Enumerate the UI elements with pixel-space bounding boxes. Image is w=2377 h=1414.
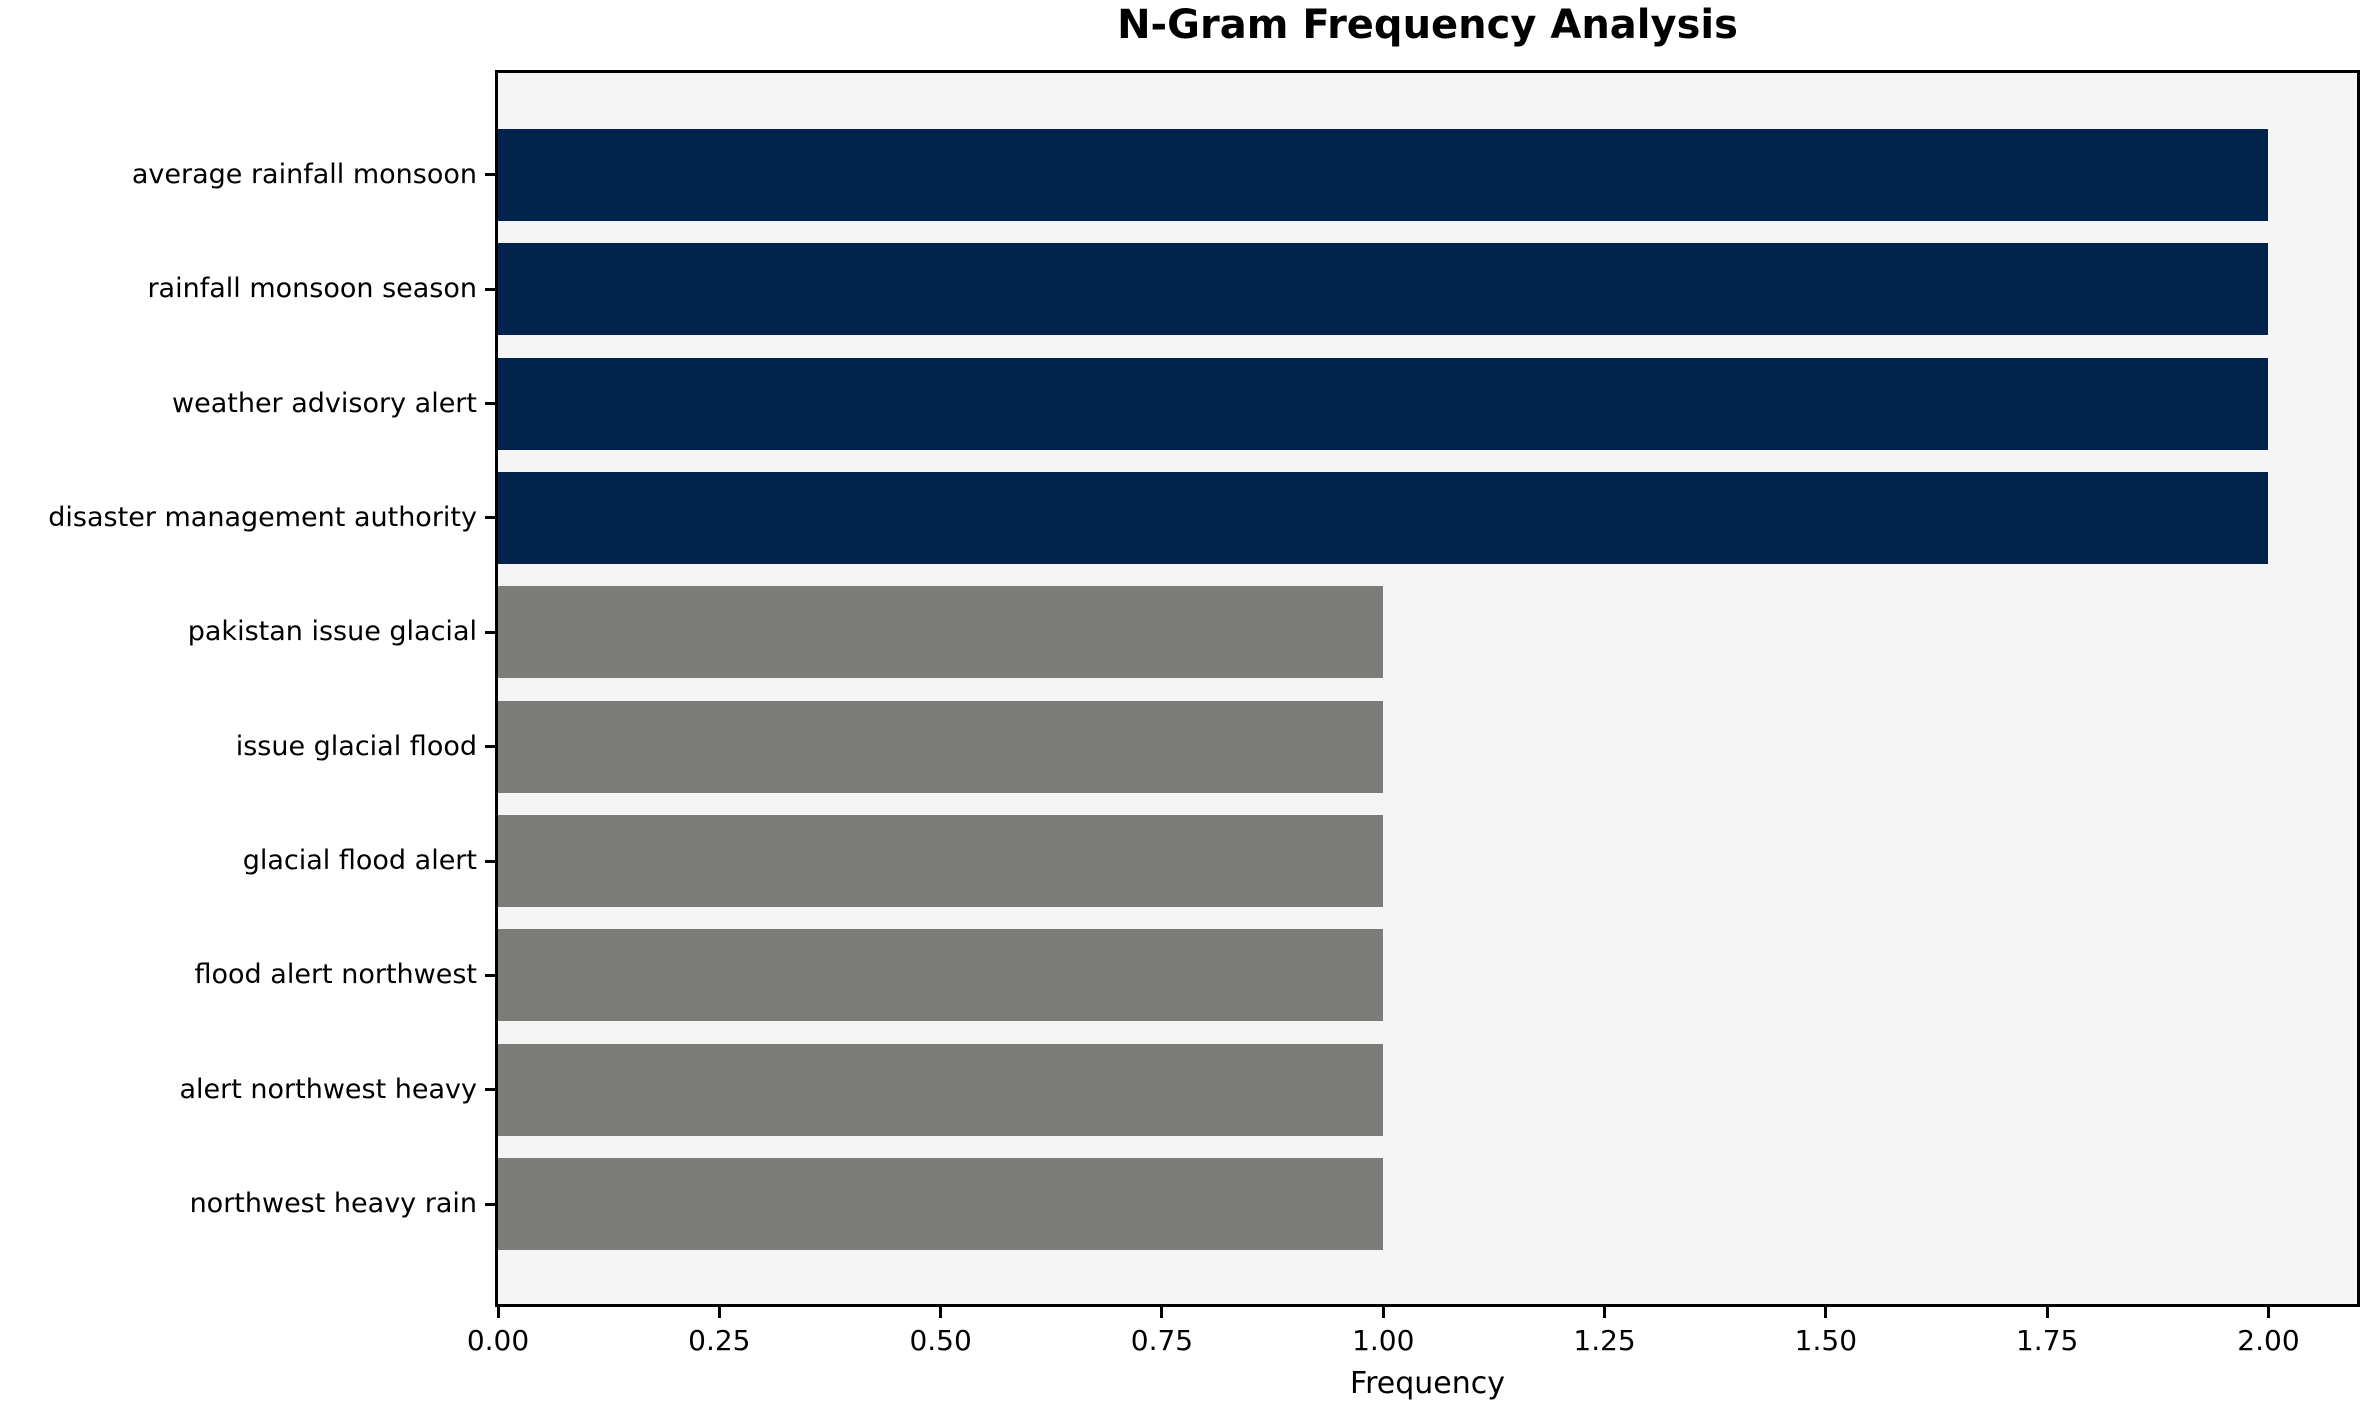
y-tick-label: issue glacial flood — [235, 730, 477, 762]
plot-area — [495, 70, 2360, 1307]
bar — [498, 700, 1384, 793]
y-tick-label: weather advisory alert — [172, 387, 477, 419]
x-tick-label: 0.50 — [909, 1324, 972, 1357]
bar — [498, 243, 2269, 336]
y-tick-label: disaster management authority — [48, 501, 477, 533]
y-axis-labels: average rainfall monsoon rainfall monsoon… — [0, 73, 477, 1304]
x-tick-label: 1.50 — [1794, 1324, 1858, 1357]
x-tick-label: 2.00 — [2237, 1324, 2300, 1357]
x-tick-mark — [1160, 1307, 1164, 1318]
x-tick-label: 0.00 — [466, 1324, 530, 1357]
x-tick-label: 0.75 — [1130, 1324, 1194, 1357]
y-tick-label: average rainfall monsoon — [131, 158, 477, 190]
bar — [498, 471, 2269, 564]
x-tick-label: 0.25 — [688, 1324, 751, 1357]
bar — [498, 929, 1384, 1022]
bar — [498, 815, 1384, 908]
y-tick-mark — [485, 630, 496, 634]
bar — [498, 1158, 1384, 1251]
x-tick-mark — [1381, 1307, 1385, 1318]
x-tick-label: 1.75 — [2015, 1324, 2079, 1357]
x-axis-label: Frequency — [1350, 1366, 1505, 1401]
y-tick-label: alert northwest heavy — [179, 1073, 477, 1105]
y-tick-mark — [485, 402, 496, 406]
y-tick-mark — [485, 516, 496, 520]
y-tick-label: glacial flood alert — [242, 845, 477, 877]
bar — [498, 128, 2269, 221]
x-tick-mark — [1824, 1307, 1828, 1318]
y-tick-mark — [485, 1202, 496, 1206]
bar — [498, 1043, 1384, 1136]
chart-title: N-Gram Frequency Analysis — [1117, 2, 1738, 48]
y-tick-label: northwest heavy rain — [189, 1188, 477, 1220]
x-tick-mark — [1603, 1307, 1607, 1318]
y-tick-label: pakistan issue glacial — [187, 616, 477, 648]
x-tick-mark — [2266, 1307, 2270, 1318]
x-tick-label: 1.25 — [1573, 1324, 1636, 1357]
y-tick-mark — [485, 859, 496, 863]
y-tick-mark — [485, 1088, 496, 1092]
y-tick-label: rainfall monsoon season — [147, 273, 477, 305]
x-tick-mark — [717, 1307, 721, 1318]
y-tick-mark — [485, 287, 496, 291]
x-tick-mark — [2045, 1307, 2049, 1318]
x-tick-label: 1.00 — [1352, 1324, 1415, 1357]
x-tick-mark — [939, 1307, 943, 1318]
y-tick-mark — [485, 973, 496, 977]
y-tick-mark — [485, 745, 496, 749]
y-tick-label: flood alert northwest — [194, 959, 477, 991]
y-tick-mark — [485, 173, 496, 177]
x-tick-mark — [496, 1307, 500, 1318]
bar — [498, 357, 2269, 450]
bar — [498, 586, 1384, 679]
